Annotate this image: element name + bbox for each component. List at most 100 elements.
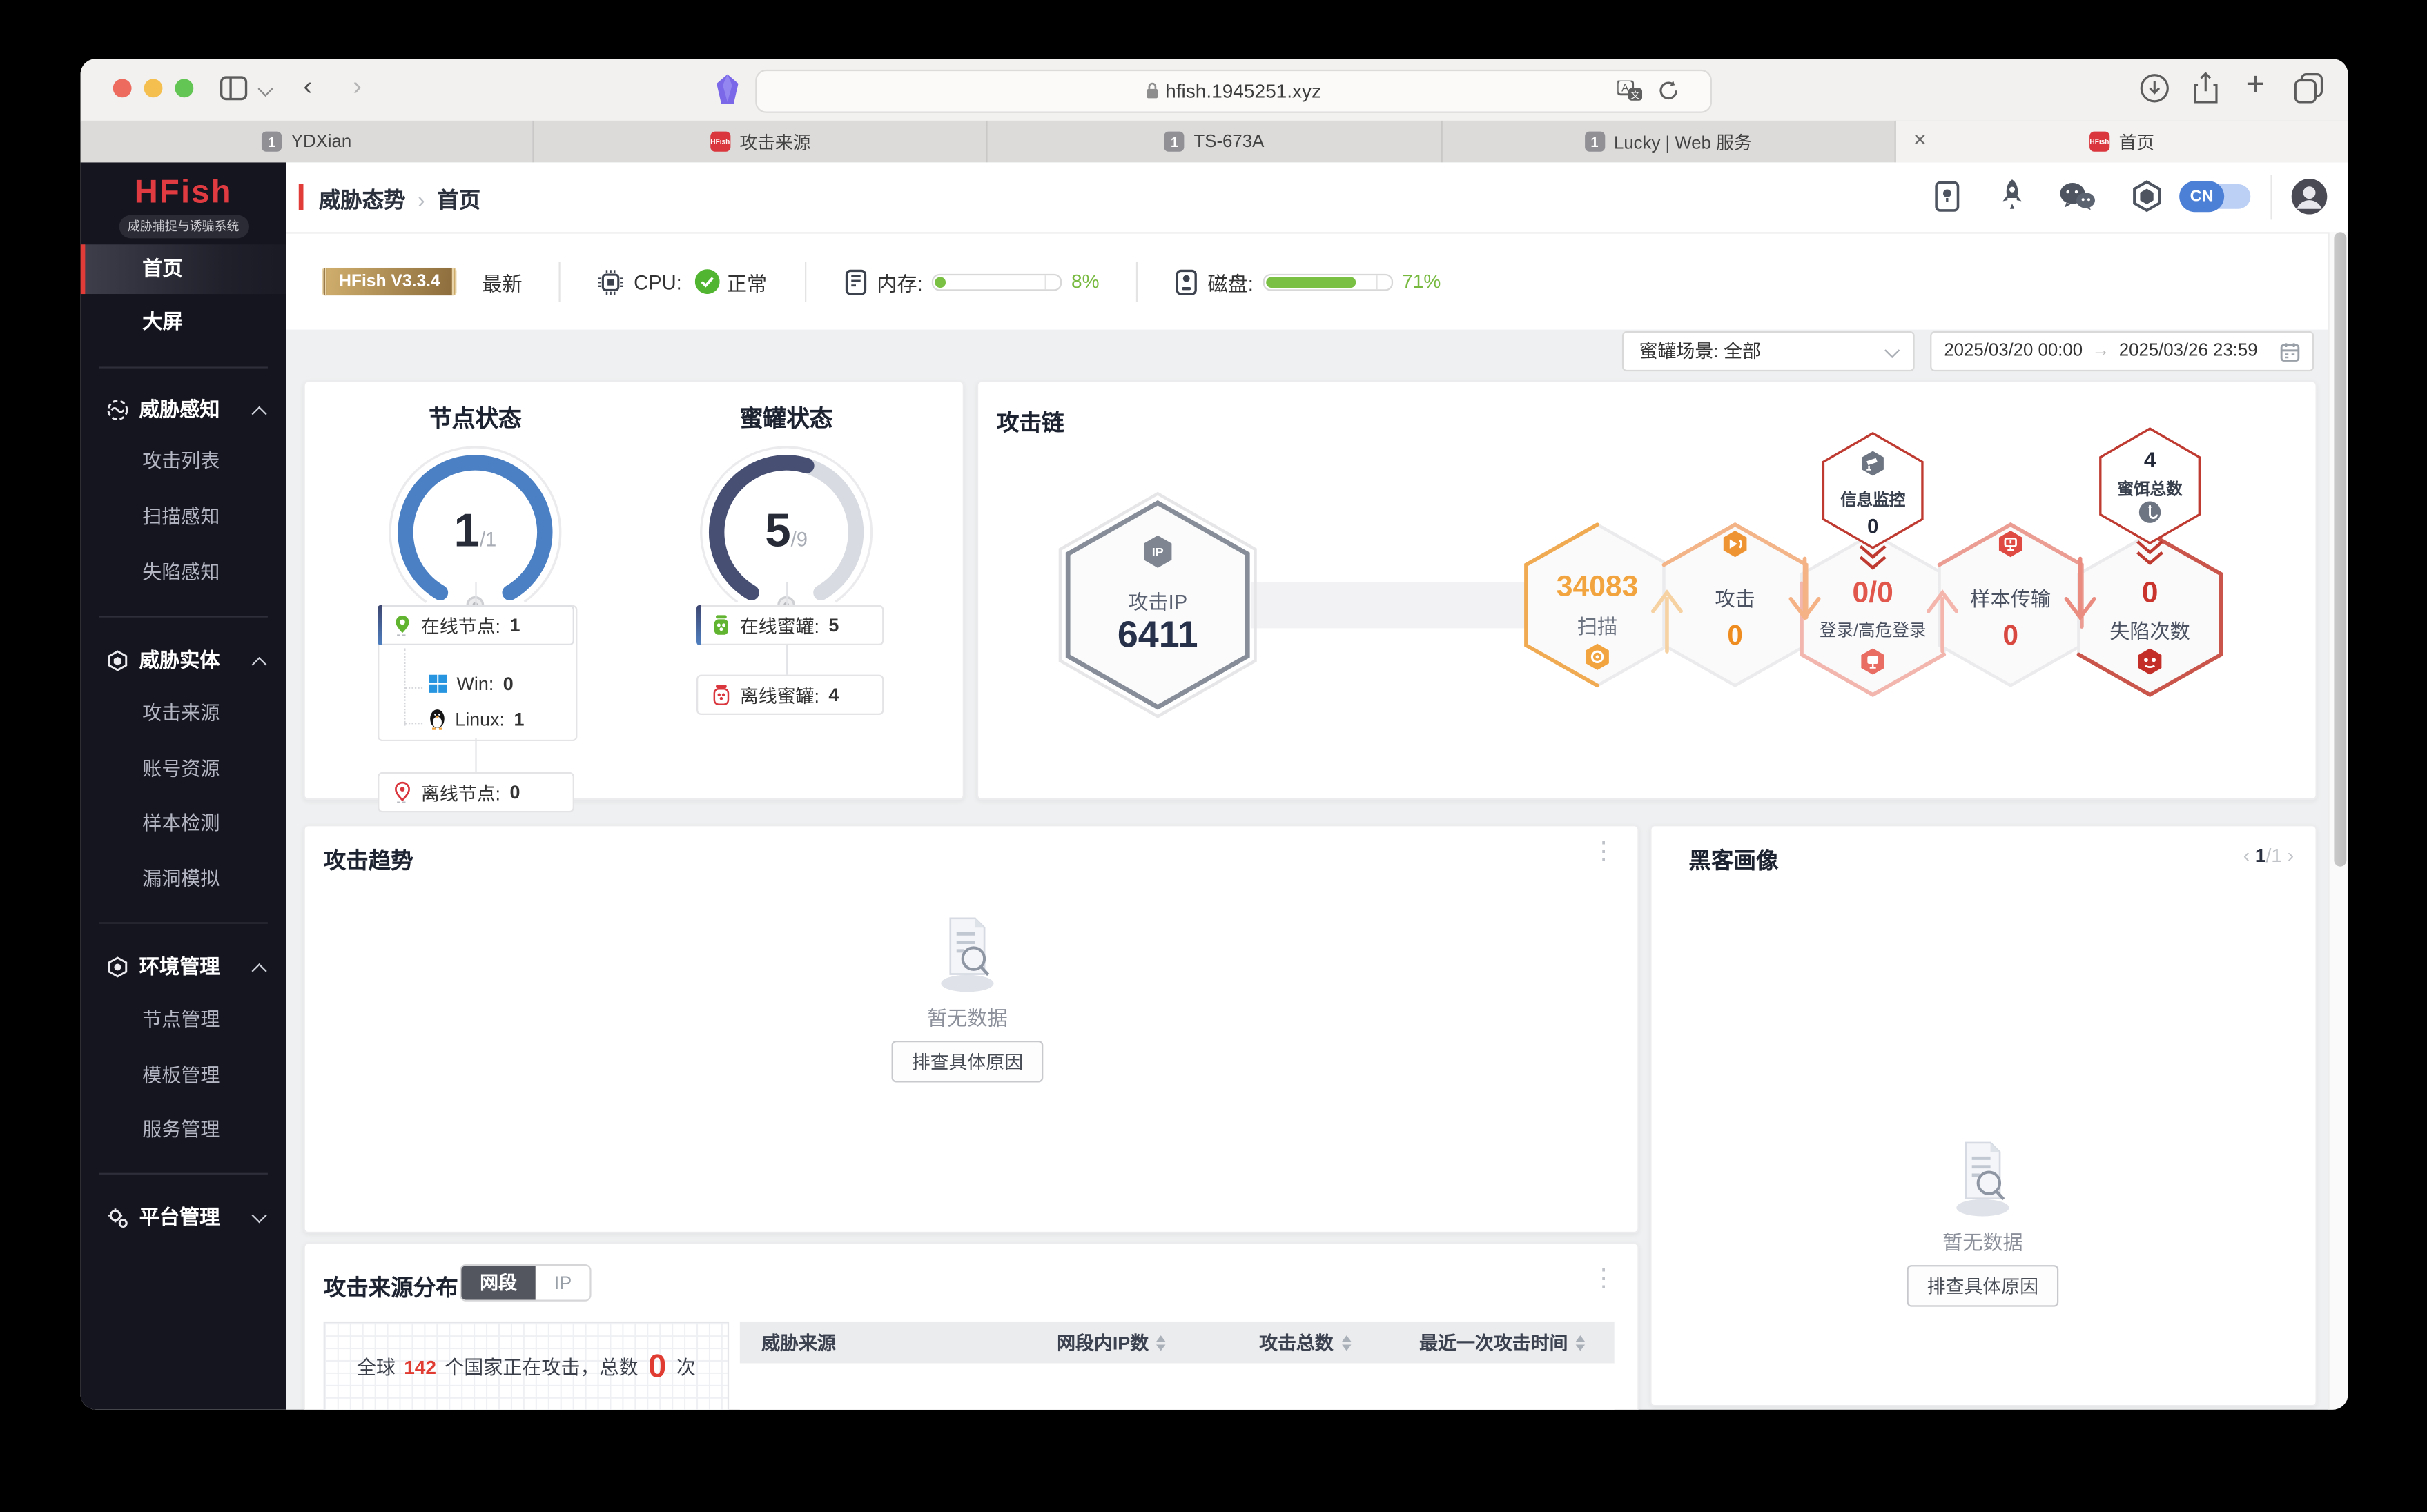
rocket-icon[interactable] xyxy=(1997,178,2028,215)
next-page-icon[interactable]: › xyxy=(2287,845,2294,867)
avatar[interactable] xyxy=(2291,178,2328,215)
back-icon[interactable]: ‹ xyxy=(303,71,313,101)
sort-icon[interactable] xyxy=(1575,1334,1586,1351)
sort-icon[interactable] xyxy=(1156,1334,1166,1351)
wechat-icon[interactable] xyxy=(2058,181,2096,213)
countries-count: 142 xyxy=(404,1357,436,1379)
date-end: 2025/03/26 23:59 xyxy=(2118,342,2258,361)
sidebar-item-big-screen[interactable]: 大屏 xyxy=(142,309,183,333)
tree-line xyxy=(404,648,406,726)
version-latest-label[interactable]: 最新 xyxy=(482,271,523,295)
arrow-right-icon: → xyxy=(2092,342,2110,361)
sidebar-menu-chevron-icon[interactable] xyxy=(257,81,273,97)
sidebar-item-attack-list[interactable]: 攻击列表 xyxy=(142,450,220,472)
compromise-label: 失陷次数 xyxy=(2109,620,2190,643)
tree-line xyxy=(404,723,423,725)
sidebar-item-attack-source[interactable]: 攻击来源 xyxy=(142,703,220,725)
sidebar-group-platform-mgmt[interactable]: 平台管理 xyxy=(81,1195,286,1241)
reload-icon[interactable] xyxy=(1658,79,1679,102)
attack-value[interactable]: 0 xyxy=(1727,620,1743,651)
panel-menu-icon[interactable]: ⋮ xyxy=(1591,1266,1616,1293)
sidebar-item-vuln-sim[interactable]: 漏洞模拟 xyxy=(142,867,220,890)
breadcrumb-page[interactable]: 首页 xyxy=(437,187,481,213)
login-label: 登录/高危登录 xyxy=(1819,622,1927,641)
sidebar-item-template-mgmt[interactable]: 模板管理 xyxy=(142,1064,220,1087)
app-logo: HFish xyxy=(134,175,233,210)
minimize-window-button[interactable] xyxy=(144,79,163,98)
sidebar-item-home[interactable]: 首页 xyxy=(80,244,286,295)
tab-lucky[interactable]: 1 Lucky | Web 服务 xyxy=(1442,120,1896,163)
extension-icon[interactable] xyxy=(712,72,743,106)
col-attack-total[interactable]: 攻击总数 xyxy=(1220,1329,1390,1355)
no-data-text: 暂无数据 xyxy=(1942,1230,2023,1255)
node-gauge xyxy=(389,446,562,619)
tab-bar: 1 YDXian HFish 攻击来源 1 TS-673A 1 Lucky | Web … xyxy=(80,120,2348,163)
attack-source-title: 攻击来源分布 xyxy=(323,1276,458,1302)
close-tab-icon[interactable]: ✕ xyxy=(1913,131,1927,150)
attack-ip-value[interactable]: 6411 xyxy=(1117,614,1198,656)
sidebar-group-threat-sense[interactable]: 威胁感知 xyxy=(81,387,286,433)
info-monitor-value[interactable]: 0 xyxy=(1867,514,1879,538)
tab-ydxian[interactable]: 1 YDXian xyxy=(81,120,535,163)
attack-source-panel: 攻击来源分布 网段 IP ⋮ 全球 142 个国家正在攻击，总数 0 次 威胁来… xyxy=(303,1242,1639,1410)
sample-transfer-value[interactable]: 0 xyxy=(2002,620,2018,651)
scrollbar-thumb[interactable] xyxy=(2334,232,2347,867)
zoom-window-button[interactable] xyxy=(175,79,194,98)
tab-home-active[interactable]: ✕ HFish 首页 xyxy=(1895,120,2348,163)
compromise-value[interactable]: 0 xyxy=(2141,577,2158,610)
investigate-button[interactable]: 排查具体原因 xyxy=(1907,1265,2059,1307)
honeypot-scene-select[interactable]: 蜜罐场景: 全部 xyxy=(1621,331,1915,372)
sidebar-item-account-resource[interactable]: 账号资源 xyxy=(142,758,220,780)
license-hexagon-icon[interactable] xyxy=(2132,179,2163,215)
threat-source-table: 威胁来源 网段内IP数 攻击总数 最近一次攻击时间 xyxy=(739,1321,1615,1410)
bait-total-value[interactable]: 4 xyxy=(2143,447,2156,472)
sidebar-item-sample-detect[interactable]: 样本检测 xyxy=(142,812,220,834)
sidebar-group-env-mgmt[interactable]: 环境管理 xyxy=(81,944,286,990)
panel-menu-icon[interactable]: ⋮ xyxy=(1591,838,1616,865)
col-ip-count[interactable]: 网段内IP数 xyxy=(1003,1329,1220,1355)
disk-percent: 71% xyxy=(1402,271,1441,293)
col-threat-source: 威胁来源 xyxy=(761,1332,836,1355)
language-toggle[interactable]: CN xyxy=(2179,181,2251,213)
breadcrumb-section[interactable]: 威胁态势 xyxy=(318,187,406,213)
new-tab-icon[interactable]: + xyxy=(2245,66,2265,102)
tab-attack-source[interactable]: HFish 攻击来源 xyxy=(534,120,988,163)
attack-ip-icon: IP xyxy=(1141,533,1175,578)
login-value[interactable]: 0/0 xyxy=(1852,577,1893,610)
sidebar-toggle-icon[interactable] xyxy=(220,76,248,101)
sidebar-item-service-mgmt[interactable]: 服务管理 xyxy=(142,1119,220,1141)
sidebar-item-scan-sense[interactable]: 扫描感知 xyxy=(142,506,220,528)
toggle-segment-network[interactable]: 网段 xyxy=(461,1266,536,1300)
divider xyxy=(99,616,268,618)
col-last-attack-time[interactable]: 最近一次攻击时间 xyxy=(1390,1329,1615,1355)
svg-text:A: A xyxy=(1621,82,1629,94)
prev-page-icon[interactable]: ‹ xyxy=(2243,845,2250,867)
tab-overview-icon[interactable] xyxy=(2294,72,2325,104)
hacker-face-icon xyxy=(2136,647,2163,684)
attack-chain-panel: 攻击链 xyxy=(976,380,2317,801)
scan-value[interactable]: 34083 xyxy=(1556,571,1639,604)
translate-icon[interactable]: A文 xyxy=(1617,80,1643,102)
scrollbar-track[interactable] xyxy=(2328,232,2348,1410)
sort-icon[interactable] xyxy=(1341,1334,1351,1351)
sidebar-group-threat-entity[interactable]: 威胁实体 xyxy=(81,638,286,684)
no-data-icon xyxy=(1947,1138,2018,1226)
box-icon xyxy=(108,956,128,978)
downloads-icon[interactable] xyxy=(2139,72,2170,104)
honeypot-gauge-value: 5/9 xyxy=(765,506,808,558)
attack-trend-panel: 攻击趋势 ⋮ 暂无数据 排查具体原因 xyxy=(303,825,1639,1234)
sidebar-item-compromise-sense[interactable]: 失陷感知 xyxy=(142,561,220,584)
forward-icon[interactable]: › xyxy=(353,71,362,101)
toggle-segment-ip[interactable]: IP xyxy=(535,1266,591,1300)
manual-book-icon[interactable] xyxy=(1933,181,1965,213)
sidebar-item-node-mgmt[interactable]: 节点管理 xyxy=(142,1008,220,1031)
svg-text:IP: IP xyxy=(1152,545,1164,559)
attack-label: 攻击 xyxy=(1715,587,1755,611)
date-range-picker[interactable]: 2025/03/20 00:00 → 2025/03/26 23:59 xyxy=(1930,331,2314,372)
investigate-button[interactable]: 排查具体原因 xyxy=(891,1040,1044,1083)
close-window-button[interactable] xyxy=(113,79,132,98)
tab-ts673a[interactable]: 1 TS-673A xyxy=(988,120,1442,163)
share-icon[interactable] xyxy=(2192,71,2219,105)
fishhook-icon xyxy=(2138,500,2162,533)
